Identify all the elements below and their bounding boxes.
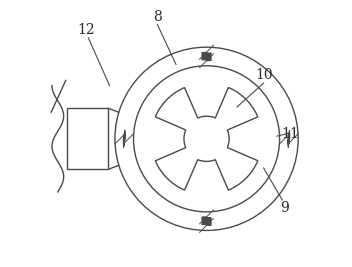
Text: 12: 12	[77, 23, 94, 37]
Polygon shape	[124, 134, 133, 144]
Circle shape	[133, 66, 279, 212]
Polygon shape	[279, 134, 290, 144]
Polygon shape	[288, 134, 298, 144]
Text: 8: 8	[153, 10, 162, 24]
Polygon shape	[155, 88, 258, 190]
Polygon shape	[115, 134, 125, 144]
Polygon shape	[199, 45, 214, 60]
Polygon shape	[199, 218, 214, 233]
Polygon shape	[199, 210, 214, 224]
Polygon shape	[199, 53, 214, 68]
FancyBboxPatch shape	[67, 108, 108, 169]
Text: 11: 11	[281, 127, 299, 140]
Circle shape	[115, 47, 298, 230]
Text: 9: 9	[281, 201, 289, 215]
Text: 10: 10	[255, 68, 272, 82]
